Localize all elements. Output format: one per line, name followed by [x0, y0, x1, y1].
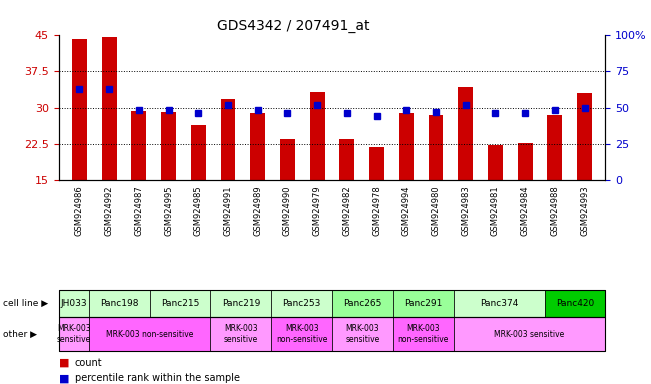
- Text: Panc215: Panc215: [161, 299, 199, 308]
- Text: other ▶: other ▶: [3, 329, 37, 339]
- Bar: [577, 93, 592, 180]
- Text: MRK-003
sensitive: MRK-003 sensitive: [345, 324, 380, 344]
- Bar: [458, 87, 473, 180]
- Text: MRK-003
sensitive: MRK-003 sensitive: [57, 324, 91, 344]
- Bar: [488, 145, 503, 180]
- Text: MRK-003
non-sensitive: MRK-003 non-sensitive: [276, 324, 327, 344]
- Text: JH033: JH033: [61, 299, 87, 308]
- Bar: [369, 147, 384, 180]
- Bar: [102, 37, 117, 180]
- Text: Panc291: Panc291: [404, 299, 442, 308]
- Bar: [518, 142, 533, 180]
- Bar: [428, 115, 443, 180]
- Bar: [191, 124, 206, 180]
- Bar: [72, 40, 87, 180]
- Bar: [250, 113, 265, 180]
- Text: Panc265: Panc265: [343, 299, 381, 308]
- Text: MRK-003
sensitive: MRK-003 sensitive: [224, 324, 258, 344]
- Text: cell line ▶: cell line ▶: [3, 299, 48, 308]
- Text: Panc198: Panc198: [100, 299, 139, 308]
- Text: ■: ■: [59, 373, 69, 383]
- Bar: [399, 113, 414, 180]
- Bar: [547, 115, 562, 180]
- Text: count: count: [75, 358, 102, 368]
- Text: Panc253: Panc253: [283, 299, 321, 308]
- Text: Panc219: Panc219: [222, 299, 260, 308]
- Text: Panc374: Panc374: [480, 299, 518, 308]
- Text: percentile rank within the sample: percentile rank within the sample: [75, 373, 240, 383]
- Bar: [339, 139, 354, 180]
- Text: MRK-003
non-sensitive: MRK-003 non-sensitive: [398, 324, 449, 344]
- Text: MRK-003 sensitive: MRK-003 sensitive: [494, 329, 564, 339]
- Bar: [310, 92, 325, 180]
- Bar: [132, 111, 146, 180]
- Text: ■: ■: [59, 358, 69, 368]
- Text: GDS4342 / 207491_at: GDS4342 / 207491_at: [217, 19, 369, 33]
- Bar: [221, 99, 236, 180]
- Bar: [280, 139, 295, 180]
- Bar: [161, 113, 176, 180]
- Text: Panc420: Panc420: [556, 299, 594, 308]
- Text: MRK-003 non-sensitive: MRK-003 non-sensitive: [106, 329, 193, 339]
